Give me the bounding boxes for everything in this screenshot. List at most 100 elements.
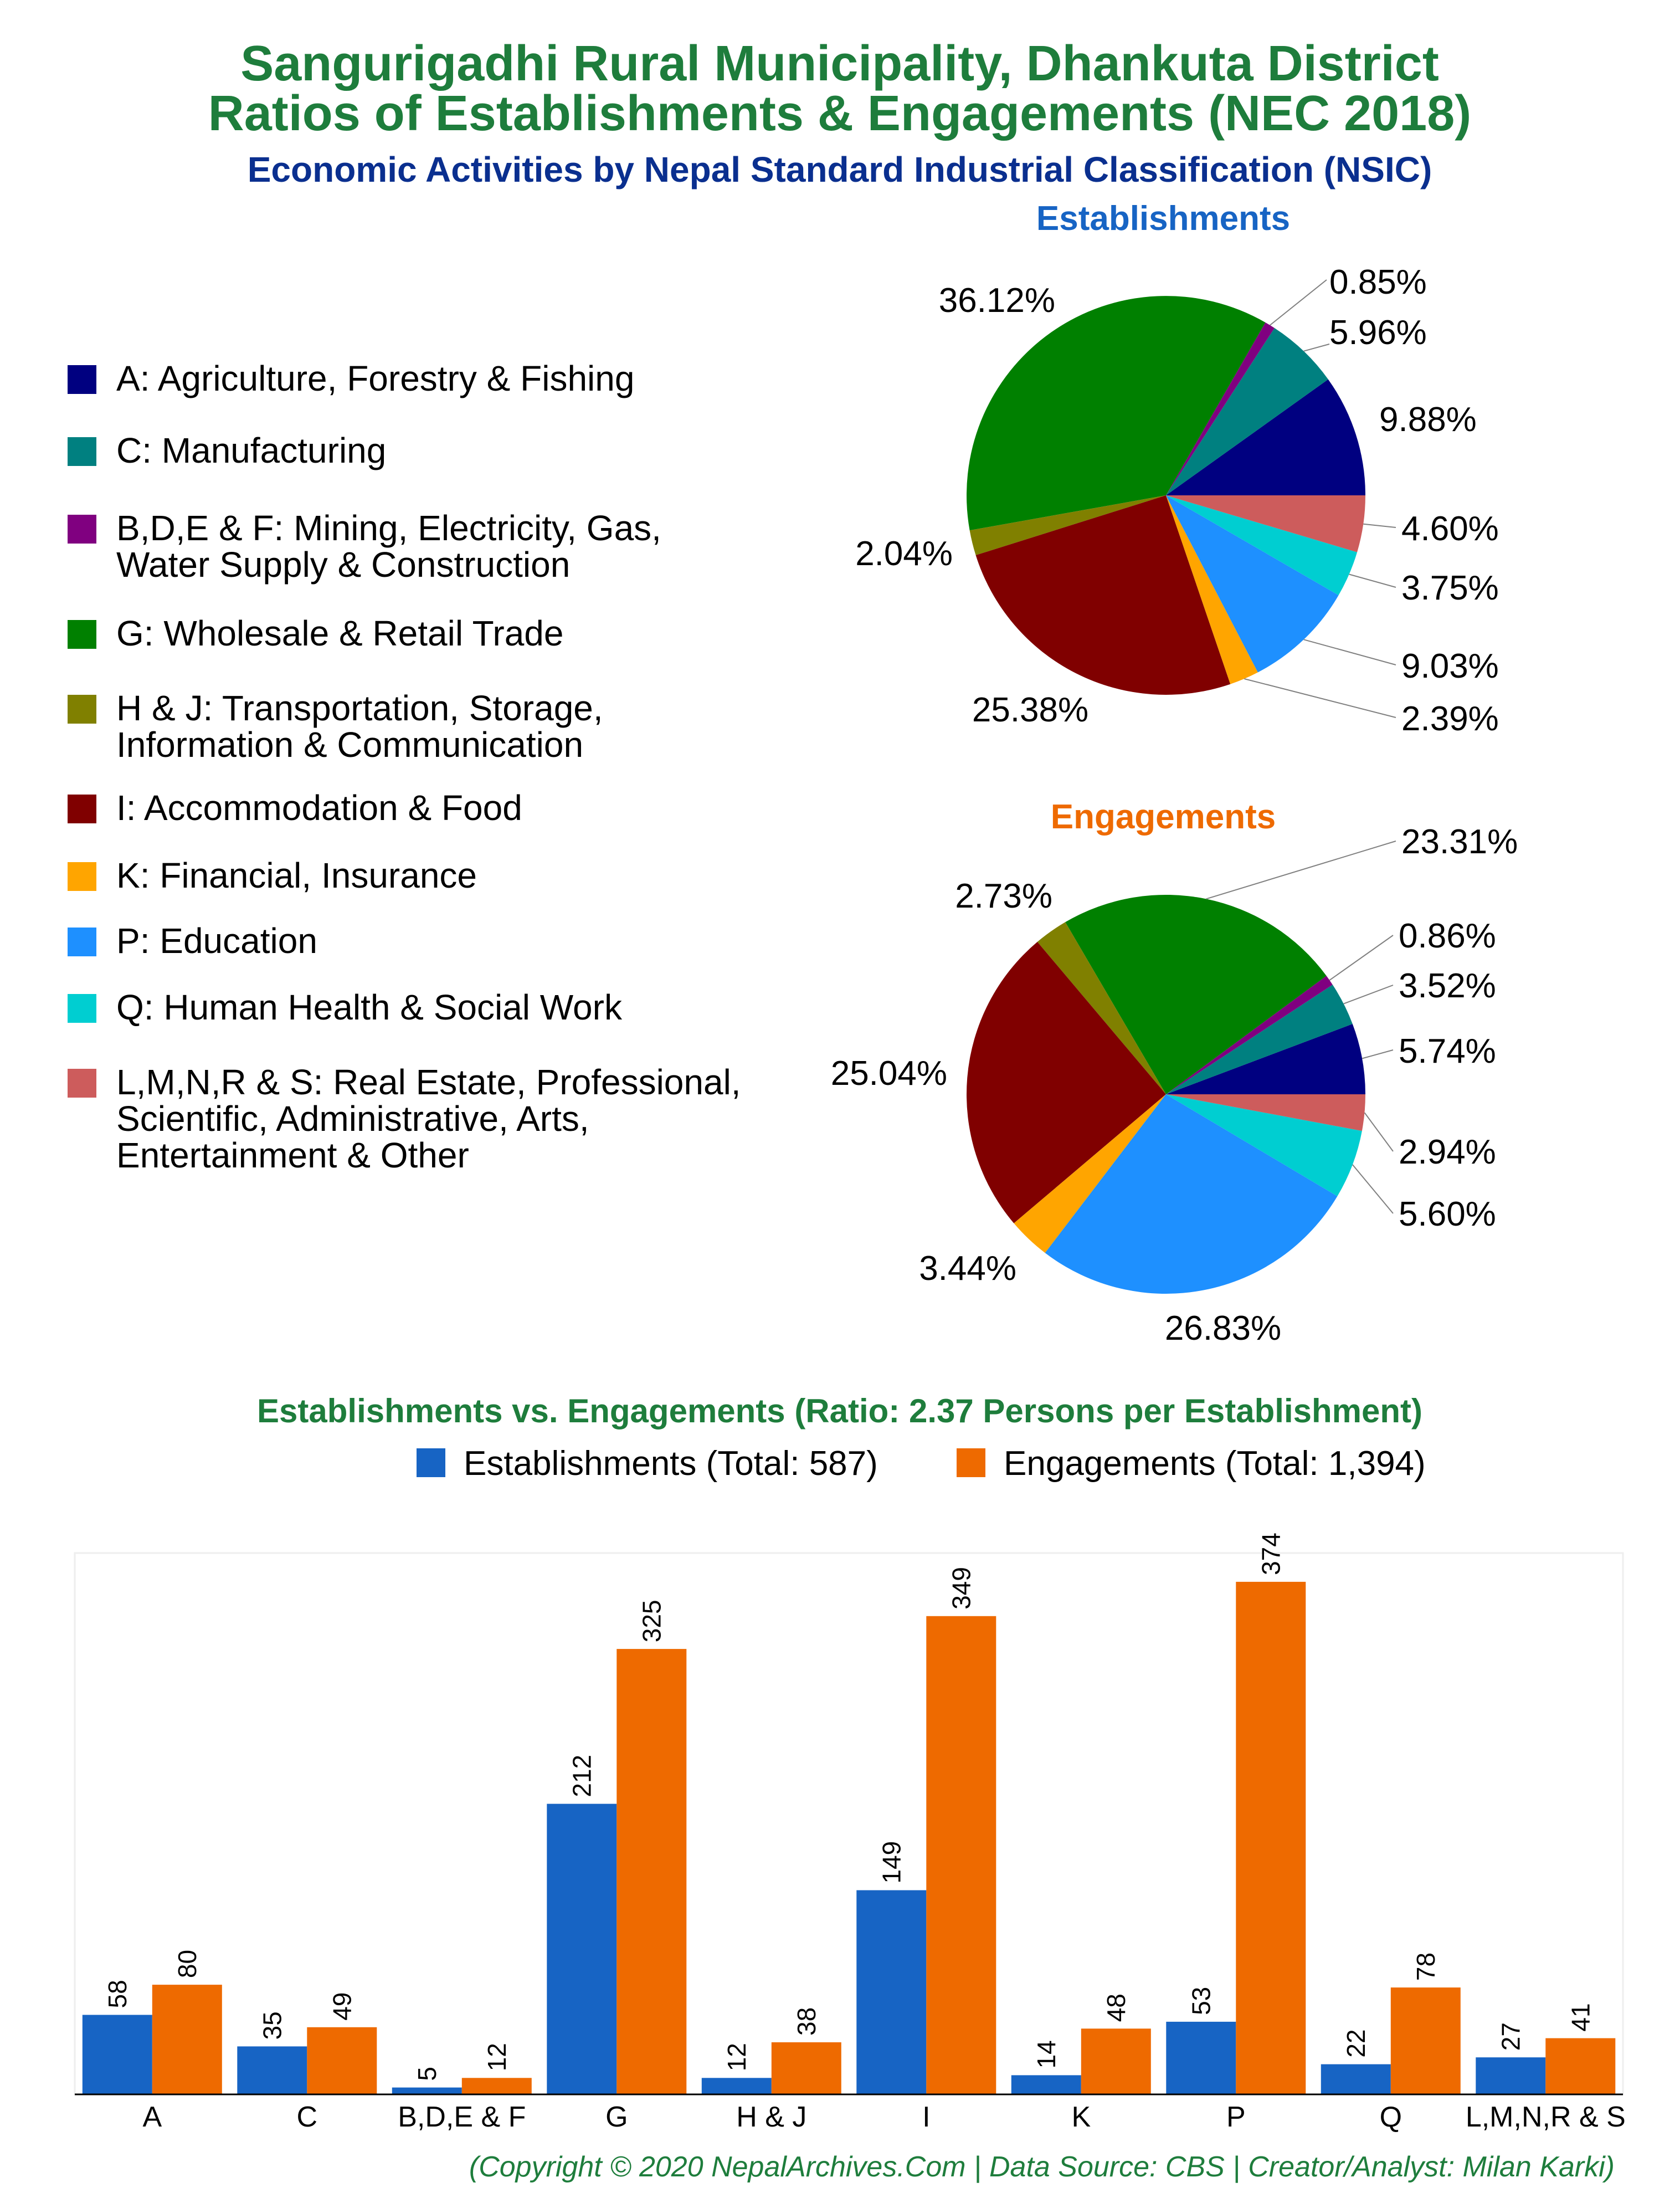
pie-leader-line: [1303, 344, 1330, 352]
pie-percent-label: 5.96%: [1329, 314, 1427, 352]
engagements-bar: [1390, 1987, 1461, 2094]
establishments-bar: [1321, 2064, 1391, 2094]
pie-percent-label: 25.04%: [831, 1054, 947, 1093]
pie-percent-label: 23.31%: [1401, 823, 1518, 861]
legend-label: Scientific, Administrative, Arts,: [116, 1099, 589, 1139]
pie-slice-lmnrs: [1166, 1094, 1365, 1131]
legend-swatch: [68, 994, 96, 1023]
pie-percent-label: 2.94%: [1399, 1133, 1496, 1171]
establishments-bar: [856, 1890, 927, 2094]
pie-leader-line: [1349, 573, 1396, 588]
x-axis-tick-label: C: [297, 2101, 318, 2133]
bar-value-label: 41: [1566, 2003, 1595, 2031]
engagements-bar: [926, 1616, 996, 2094]
engagements-bar: [771, 2042, 841, 2094]
bar-value-label: 374: [1256, 1533, 1285, 1575]
bar-value-label: 5: [413, 2067, 441, 2081]
pie-slice-hj: [1037, 922, 1166, 1094]
x-axis-tick-label: P: [1226, 2101, 1246, 2133]
establishments-bar: [237, 2046, 307, 2094]
category-legend: A: Agriculture, Forestry & Fishing C: Man…: [68, 358, 741, 1175]
legend-label: B,D,E & F: Mining, Electricity, Gas,: [116, 508, 661, 548]
page-title-line2: Ratios of Establishments & Engagements (…: [208, 86, 1472, 141]
pie-percent-label: 3.52%: [1399, 967, 1496, 1005]
pie-percent-label: 4.60%: [1401, 510, 1499, 548]
pie-slice-q: [1166, 495, 1358, 596]
bar-value-label: 12: [482, 2043, 511, 2071]
establishments-bar: [1476, 2057, 1546, 2094]
engagements-bar: [1081, 2028, 1151, 2094]
pie-slice-p: [1045, 1094, 1338, 1294]
legend-label: G: Wholesale & Retail Trade: [116, 613, 563, 653]
legend-swatch: [68, 928, 96, 956]
engagements-bar: [152, 1985, 222, 2094]
legend-label: Q: Human Health & Social Work: [116, 987, 623, 1027]
establishments-pie-chart: 9.88% 5.96% 0.85% 36.12% 2.04% 25.38% 2.39% 9.0…: [855, 263, 1499, 738]
pie-leader-line: [1352, 1164, 1394, 1214]
pie-slice-a: [1166, 379, 1365, 495]
establishments-bar: [392, 2087, 462, 2094]
pie-percent-label: 36.12%: [939, 281, 1055, 320]
pie-percent-label: 9.03%: [1401, 647, 1499, 685]
bar-value-label: 149: [877, 1841, 906, 1884]
x-axis-tick-label: I: [922, 2101, 930, 2133]
bar-legend-swatch: [417, 1448, 445, 1477]
pie-slice-c: [1166, 328, 1328, 495]
pie-percent-label: 2.39%: [1401, 700, 1499, 738]
bar-chart-legend: Establishments (Total: 587) Engagements (…: [417, 1444, 1426, 1483]
legend-swatch: [68, 437, 96, 466]
pie-slice-k: [1014, 1094, 1166, 1253]
pie-percent-label: 0.86%: [1399, 917, 1496, 955]
legend-label: P: Education: [116, 921, 317, 961]
bar-legend-label: Establishments (Total: 587): [464, 1444, 878, 1483]
engagements-bar: [1545, 2038, 1616, 2094]
pie-leader-line: [1206, 841, 1396, 900]
legend-label: L,M,N,R & S: Real Estate, Professional,: [116, 1062, 741, 1102]
pie-slice-lmnrs: [1166, 495, 1366, 552]
establishments-pie-title: Establishments: [1036, 199, 1290, 238]
pie-percent-label: 5.74%: [1399, 1032, 1496, 1070]
pie-percent-label: 5.60%: [1399, 1195, 1496, 1233]
legend-label: Information & Communication: [116, 725, 583, 765]
establishments-bar: [701, 2078, 772, 2094]
pie-percent-label: 3.75%: [1401, 569, 1499, 607]
pie-leader-line: [1362, 1049, 1394, 1059]
x-axis-tick-label: A: [142, 2101, 162, 2133]
pie-leader-line: [1329, 935, 1394, 981]
establishments-bar: [1166, 2021, 1236, 2094]
pie-slice-c: [1166, 985, 1353, 1094]
legend-label: Water Supply & Construction: [116, 545, 570, 585]
legend-swatch: [68, 695, 96, 724]
x-axis-tick-label: B,D,E & F: [398, 2101, 526, 2133]
pie-leader-line: [1244, 678, 1396, 718]
engagements-bar: [307, 2027, 377, 2094]
legend-swatch: [68, 1069, 96, 1098]
pie-slice-i: [967, 941, 1166, 1223]
bar-chart-title: Establishments vs. Engagements (Ratio: 2…: [257, 1392, 1422, 1429]
pie-slice-a: [1166, 1024, 1365, 1094]
bar-legend-swatch: [957, 1448, 985, 1477]
legend-swatch: [68, 365, 96, 394]
engagements-pie-chart: 5.74% 3.52% 0.86% 23.31% 2.73% 25.04% 3.44% 26.…: [831, 823, 1518, 1347]
engagements-bar: [461, 2078, 532, 2094]
bar-value-label: 49: [327, 1992, 356, 2021]
establishments-bar: [82, 2015, 152, 2094]
bar-value-label: 38: [792, 2007, 821, 2036]
pie-slice-i: [975, 495, 1231, 695]
legend-label: A: Agriculture, Forestry & Fishing: [116, 358, 634, 398]
plot-area: [74, 1552, 1624, 2095]
bar-value-label: 22: [1342, 2029, 1370, 2057]
engagements-bar: [1236, 1581, 1306, 2094]
legend-label: Entertainment & Other: [116, 1135, 469, 1175]
page-subtitle: Economic Activities by Nepal Standard In…: [248, 150, 1432, 189]
engagements-bar: [616, 1649, 687, 2094]
pie-slice-bdef: [1166, 322, 1275, 495]
pie-percent-label: 26.83%: [1165, 1309, 1281, 1347]
page-title-line1: Sangurigadhi Rural Municipality, Dhankut…: [240, 36, 1439, 91]
bar-value-label: 53: [1186, 1987, 1215, 2015]
legend-label: C: Manufacturing: [116, 431, 386, 470]
establishments-bar: [1011, 2075, 1081, 2094]
bar-value-label: 78: [1411, 1953, 1440, 1981]
pie-percent-label: 3.44%: [919, 1249, 1016, 1288]
bar-value-label: 35: [258, 2011, 286, 2040]
